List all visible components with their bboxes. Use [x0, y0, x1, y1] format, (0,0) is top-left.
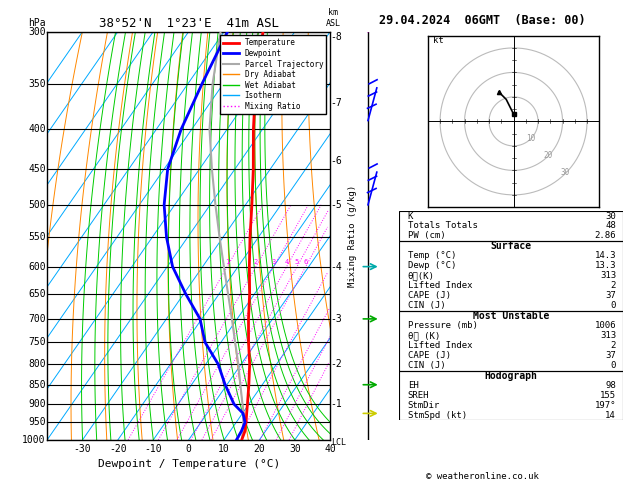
Text: CAPE (J): CAPE (J)	[408, 351, 451, 360]
Text: 550: 550	[28, 232, 46, 242]
Text: 10: 10	[526, 134, 535, 143]
Text: 313: 313	[600, 271, 616, 280]
Text: 2: 2	[611, 281, 616, 290]
Text: SREH: SREH	[408, 391, 429, 400]
Text: 20: 20	[543, 151, 552, 160]
Text: 20: 20	[253, 444, 265, 454]
Text: 13.3: 13.3	[594, 261, 616, 270]
Text: θᴇ(K): θᴇ(K)	[408, 271, 435, 280]
Text: StmSpd (kt): StmSpd (kt)	[408, 411, 467, 420]
Text: 197°: 197°	[594, 401, 616, 410]
Text: -5: -5	[331, 200, 343, 210]
Text: -30: -30	[74, 444, 91, 454]
Text: Hodograph: Hodograph	[484, 370, 537, 381]
Text: -20: -20	[109, 444, 127, 454]
Text: -3: -3	[331, 314, 343, 324]
Text: StmDir: StmDir	[408, 401, 440, 410]
Text: K: K	[408, 211, 413, 221]
Text: 2.86: 2.86	[594, 231, 616, 241]
Text: Surface: Surface	[490, 241, 532, 251]
Text: Totals Totals: Totals Totals	[408, 222, 477, 230]
Text: 313: 313	[600, 331, 616, 340]
Text: 40: 40	[325, 444, 336, 454]
Text: -7: -7	[331, 98, 343, 108]
Text: 350: 350	[28, 79, 46, 89]
Text: 29.04.2024  06GMT  (Base: 00): 29.04.2024 06GMT (Base: 00)	[379, 14, 586, 27]
Text: 700: 700	[28, 314, 46, 324]
Text: Dewp (°C): Dewp (°C)	[408, 261, 456, 270]
Text: Most Unstable: Most Unstable	[472, 311, 549, 321]
Text: 600: 600	[28, 261, 46, 272]
Text: 1006: 1006	[594, 321, 616, 330]
Text: 30: 30	[605, 211, 616, 221]
Text: 0: 0	[186, 444, 192, 454]
Text: hPa: hPa	[28, 17, 46, 28]
Text: 37: 37	[605, 291, 616, 300]
Text: 48: 48	[605, 222, 616, 230]
Text: 450: 450	[28, 164, 46, 174]
Text: 98: 98	[605, 381, 616, 390]
Text: EH: EH	[408, 381, 418, 390]
Text: kt: kt	[433, 36, 443, 45]
Text: 950: 950	[28, 417, 46, 428]
Text: Lifted Index: Lifted Index	[408, 341, 472, 350]
Text: -1: -1	[331, 399, 343, 409]
Title: 38°52'N  1°23'E  41m ASL: 38°52'N 1°23'E 41m ASL	[99, 17, 279, 31]
Text: 650: 650	[28, 289, 46, 299]
Text: 1000: 1000	[22, 435, 46, 445]
Text: 10: 10	[218, 444, 230, 454]
Text: 3: 3	[272, 259, 276, 264]
Text: Lifted Index: Lifted Index	[408, 281, 472, 290]
Text: -8: -8	[331, 32, 343, 42]
Text: 400: 400	[28, 124, 46, 134]
Text: 1: 1	[225, 259, 230, 264]
Text: 900: 900	[28, 399, 46, 409]
Text: -4: -4	[331, 261, 343, 272]
Text: 155: 155	[600, 391, 616, 400]
Text: 850: 850	[28, 380, 46, 390]
Text: 30: 30	[560, 168, 570, 177]
Text: -10: -10	[145, 444, 162, 454]
Text: 0: 0	[611, 301, 616, 310]
Text: 5: 5	[295, 259, 299, 264]
Text: 6: 6	[304, 259, 308, 264]
Text: Temp (°C): Temp (°C)	[408, 251, 456, 260]
Text: 30: 30	[289, 444, 301, 454]
Text: LCL: LCL	[331, 438, 346, 448]
Bar	[399, 370, 623, 420]
Bar	[399, 311, 623, 370]
Text: 14: 14	[605, 411, 616, 420]
Text: Pressure (mb): Pressure (mb)	[408, 321, 477, 330]
Text: CAPE (J): CAPE (J)	[408, 291, 451, 300]
Text: θᴇ (K): θᴇ (K)	[408, 331, 440, 340]
Text: 2: 2	[611, 341, 616, 350]
Text: 2: 2	[253, 259, 258, 264]
Text: km
ASL: km ASL	[326, 8, 340, 28]
Bar	[399, 211, 623, 241]
Text: -2: -2	[331, 359, 343, 369]
Text: PW (cm): PW (cm)	[408, 231, 445, 241]
Text: 300: 300	[28, 27, 46, 36]
Text: 500: 500	[28, 200, 46, 210]
X-axis label: Dewpoint / Temperature (°C): Dewpoint / Temperature (°C)	[97, 459, 280, 469]
Text: 4: 4	[284, 259, 289, 264]
Text: 0: 0	[611, 361, 616, 370]
Text: 37: 37	[605, 351, 616, 360]
Legend: Temperature, Dewpoint, Parcel Trajectory, Dry Adiabat, Wet Adiabat, Isotherm, Mi: Temperature, Dewpoint, Parcel Trajectory…	[220, 35, 326, 114]
Text: CIN (J): CIN (J)	[408, 301, 445, 310]
Text: CIN (J): CIN (J)	[408, 361, 445, 370]
Bar	[399, 241, 623, 311]
Text: 800: 800	[28, 359, 46, 369]
Text: -6: -6	[331, 156, 343, 166]
Text: © weatheronline.co.uk: © weatheronline.co.uk	[426, 472, 539, 481]
Text: 750: 750	[28, 337, 46, 347]
Text: 14.3: 14.3	[594, 251, 616, 260]
Text: Mixing Ratio (g/kg): Mixing Ratio (g/kg)	[348, 185, 357, 287]
